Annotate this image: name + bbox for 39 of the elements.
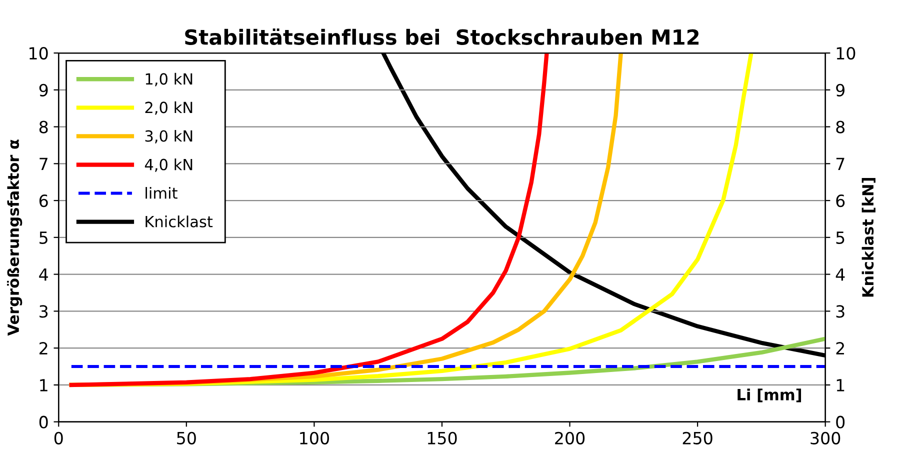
y2-tick-label: 3 (836, 305, 844, 318)
y2-tick-label: 7 (836, 158, 844, 170)
legend-label: 2,0 kN (145, 101, 192, 115)
y-tick-label: 5 (40, 232, 48, 244)
y2-tick-label: 10 (836, 46, 856, 60)
x-tick-label: 300 (810, 432, 840, 444)
y-tick-label: 3 (40, 305, 48, 318)
y-tick-label: 10 (30, 46, 48, 60)
y-tick-label: 6 (39, 194, 48, 208)
chart-title: Stabilitätseinfluss bei Stockschrauben M12 (185, 28, 699, 45)
y2-tick-label: 1 (836, 379, 844, 392)
x-tick-label: 0 (54, 432, 63, 444)
y-tick-label: 1 (40, 379, 48, 392)
legend-label: Knicklast (146, 216, 213, 228)
y2-tick-label: 2 (836, 342, 844, 354)
y-tick-label: 7 (40, 158, 48, 170)
y2-tick-label: 8 (836, 120, 845, 134)
legend-label: 1,0 kN (146, 72, 192, 86)
legend-label: 4,0 kN (144, 158, 192, 172)
y-tick-label: 8 (39, 120, 48, 134)
legend-label: 3,0 kN (145, 130, 192, 144)
x-axis-title: Li [mm] (738, 388, 802, 402)
x-tick-label: 250 (682, 432, 712, 444)
y2-tick-label: 0 (836, 416, 845, 428)
y-axis-title: Vergrößerungsfaktor α (7, 140, 22, 336)
y2-tick-label: 5 (836, 232, 844, 244)
y2-tick-label: 9 (836, 84, 844, 96)
x-tick-label: 200 (555, 432, 585, 444)
x-tick-label: 100 (300, 432, 329, 444)
y2-tick-label: 4 (836, 268, 845, 281)
legend-label: limit (146, 187, 178, 199)
y2-tick-label: 6 (836, 194, 845, 208)
x-tick-label: 150 (428, 432, 457, 444)
x-tick-label: 50 (177, 432, 196, 444)
y-tick-label: 9 (39, 84, 48, 96)
y2-axis-title: Knicklast [kN] (862, 178, 876, 297)
y-tick-label: 4 (39, 268, 48, 281)
y-tick-label: 0 (39, 416, 48, 428)
y-tick-label: 2 (40, 342, 48, 354)
